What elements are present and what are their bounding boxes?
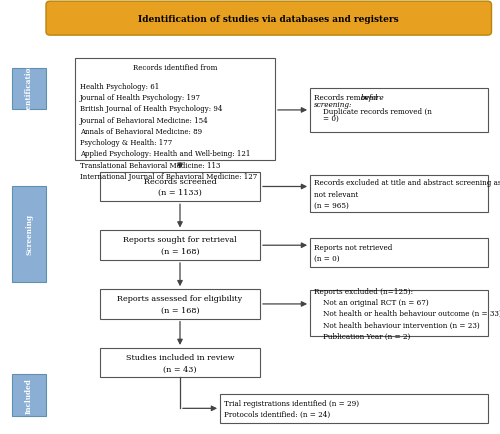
Text: Trial registrations identified (n = 29)
Protocols identified: (n = 24): Trial registrations identified (n = 29) … xyxy=(224,399,359,418)
Text: = 0): = 0) xyxy=(314,115,339,123)
Text: Reports excluded (n=125):
    Not an original RCT (n = 67)
    Not health or hea: Reports excluded (n=125): Not an origina… xyxy=(314,287,500,340)
FancyBboxPatch shape xyxy=(100,172,260,202)
FancyBboxPatch shape xyxy=(100,348,260,378)
FancyBboxPatch shape xyxy=(310,291,488,336)
Text: Records excluded at title and abstract screening as
not relevant
(n = 965): Records excluded at title and abstract s… xyxy=(314,179,500,210)
Text: Studies included in review
(n = 43): Studies included in review (n = 43) xyxy=(126,353,234,373)
Text: Records screened
(n = 1133): Records screened (n = 1133) xyxy=(144,177,216,197)
FancyBboxPatch shape xyxy=(46,2,492,36)
FancyBboxPatch shape xyxy=(100,231,260,260)
Text: Included: Included xyxy=(25,377,33,413)
Text: Reports assessed for eligibility
(n = 168): Reports assessed for eligibility (n = 16… xyxy=(118,294,242,314)
Text: Records removed: Records removed xyxy=(314,94,380,102)
Text: Records identified from: Records identified from xyxy=(133,64,217,72)
Text: Identification: Identification xyxy=(25,61,33,117)
FancyBboxPatch shape xyxy=(310,89,488,132)
FancyBboxPatch shape xyxy=(12,68,46,109)
Text: before: before xyxy=(360,94,384,102)
FancyBboxPatch shape xyxy=(310,239,488,267)
Text: Duplicate records removed (n: Duplicate records removed (n xyxy=(314,108,432,116)
Text: Screening: Screening xyxy=(25,214,33,255)
Text: Identification of studies via databases and registers: Identification of studies via databases … xyxy=(138,15,399,23)
Text: Reports sought for retrieval
(n = 168): Reports sought for retrieval (n = 168) xyxy=(123,236,237,256)
Text: screening:: screening: xyxy=(314,101,352,109)
FancyBboxPatch shape xyxy=(310,176,488,213)
Text: Reports not retrieved
(n = 0): Reports not retrieved (n = 0) xyxy=(314,243,392,263)
FancyBboxPatch shape xyxy=(220,394,487,423)
FancyBboxPatch shape xyxy=(75,59,275,161)
FancyBboxPatch shape xyxy=(12,374,46,416)
FancyBboxPatch shape xyxy=(12,187,46,282)
FancyBboxPatch shape xyxy=(100,289,260,319)
Text: Health Psychology: 61
Journal of Health Psychology: 197
British Journal of Healt: Health Psychology: 61 Journal of Health … xyxy=(80,82,257,181)
